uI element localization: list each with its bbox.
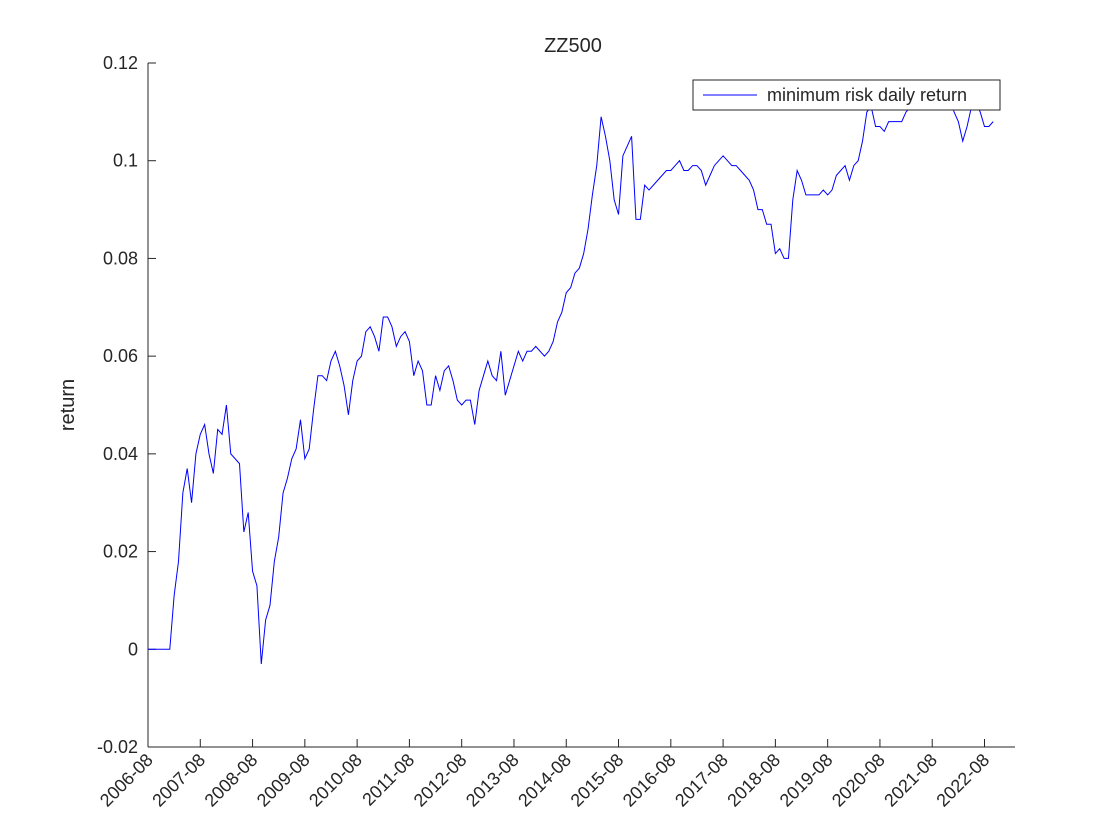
x-tick-label: 2006-08 (96, 750, 157, 811)
x-tick-label: 2009-08 (253, 750, 314, 811)
y-tick-label: 0.12 (103, 53, 138, 73)
x-tick-label: 2020-08 (828, 750, 889, 811)
x-tick-label: 2014-08 (514, 750, 575, 811)
x-tick-label: 2008-08 (201, 750, 262, 811)
y-tick-label: -0.02 (97, 737, 138, 757)
y-tick-label: 0.02 (103, 542, 138, 562)
x-tick-label: 2017-08 (671, 750, 732, 811)
x-tick-label: 2013-08 (462, 750, 523, 811)
y-tick-label: 0.04 (103, 444, 138, 464)
y-axis-label: return (57, 379, 79, 431)
x-tick-label: 2010-08 (305, 750, 366, 811)
chart-title: ZZ500 (544, 35, 602, 57)
x-tick-label: 2012-08 (410, 750, 471, 811)
x-tick-label: 2007-08 (148, 750, 209, 811)
x-tick-label: 2015-08 (567, 750, 628, 811)
data-line (148, 81, 994, 664)
x-tick-label: 2016-08 (619, 750, 680, 811)
x-tick-label: 2011-08 (358, 750, 418, 810)
legend: minimum risk daily return (692, 79, 1001, 111)
x-tick-label: 2019-08 (776, 750, 837, 811)
y-tick-label: 0 (128, 639, 138, 659)
legend-label: minimum risk daily return (767, 85, 967, 105)
y-tick-label: 0.08 (103, 248, 138, 268)
x-tick-label: 2018-08 (723, 750, 784, 811)
y-tick-label: 0.1 (113, 151, 138, 171)
y-tick-label: 0.06 (103, 346, 138, 366)
x-tick-label: 2021-08 (880, 750, 941, 811)
x-tick-label: 2022-08 (932, 750, 993, 811)
